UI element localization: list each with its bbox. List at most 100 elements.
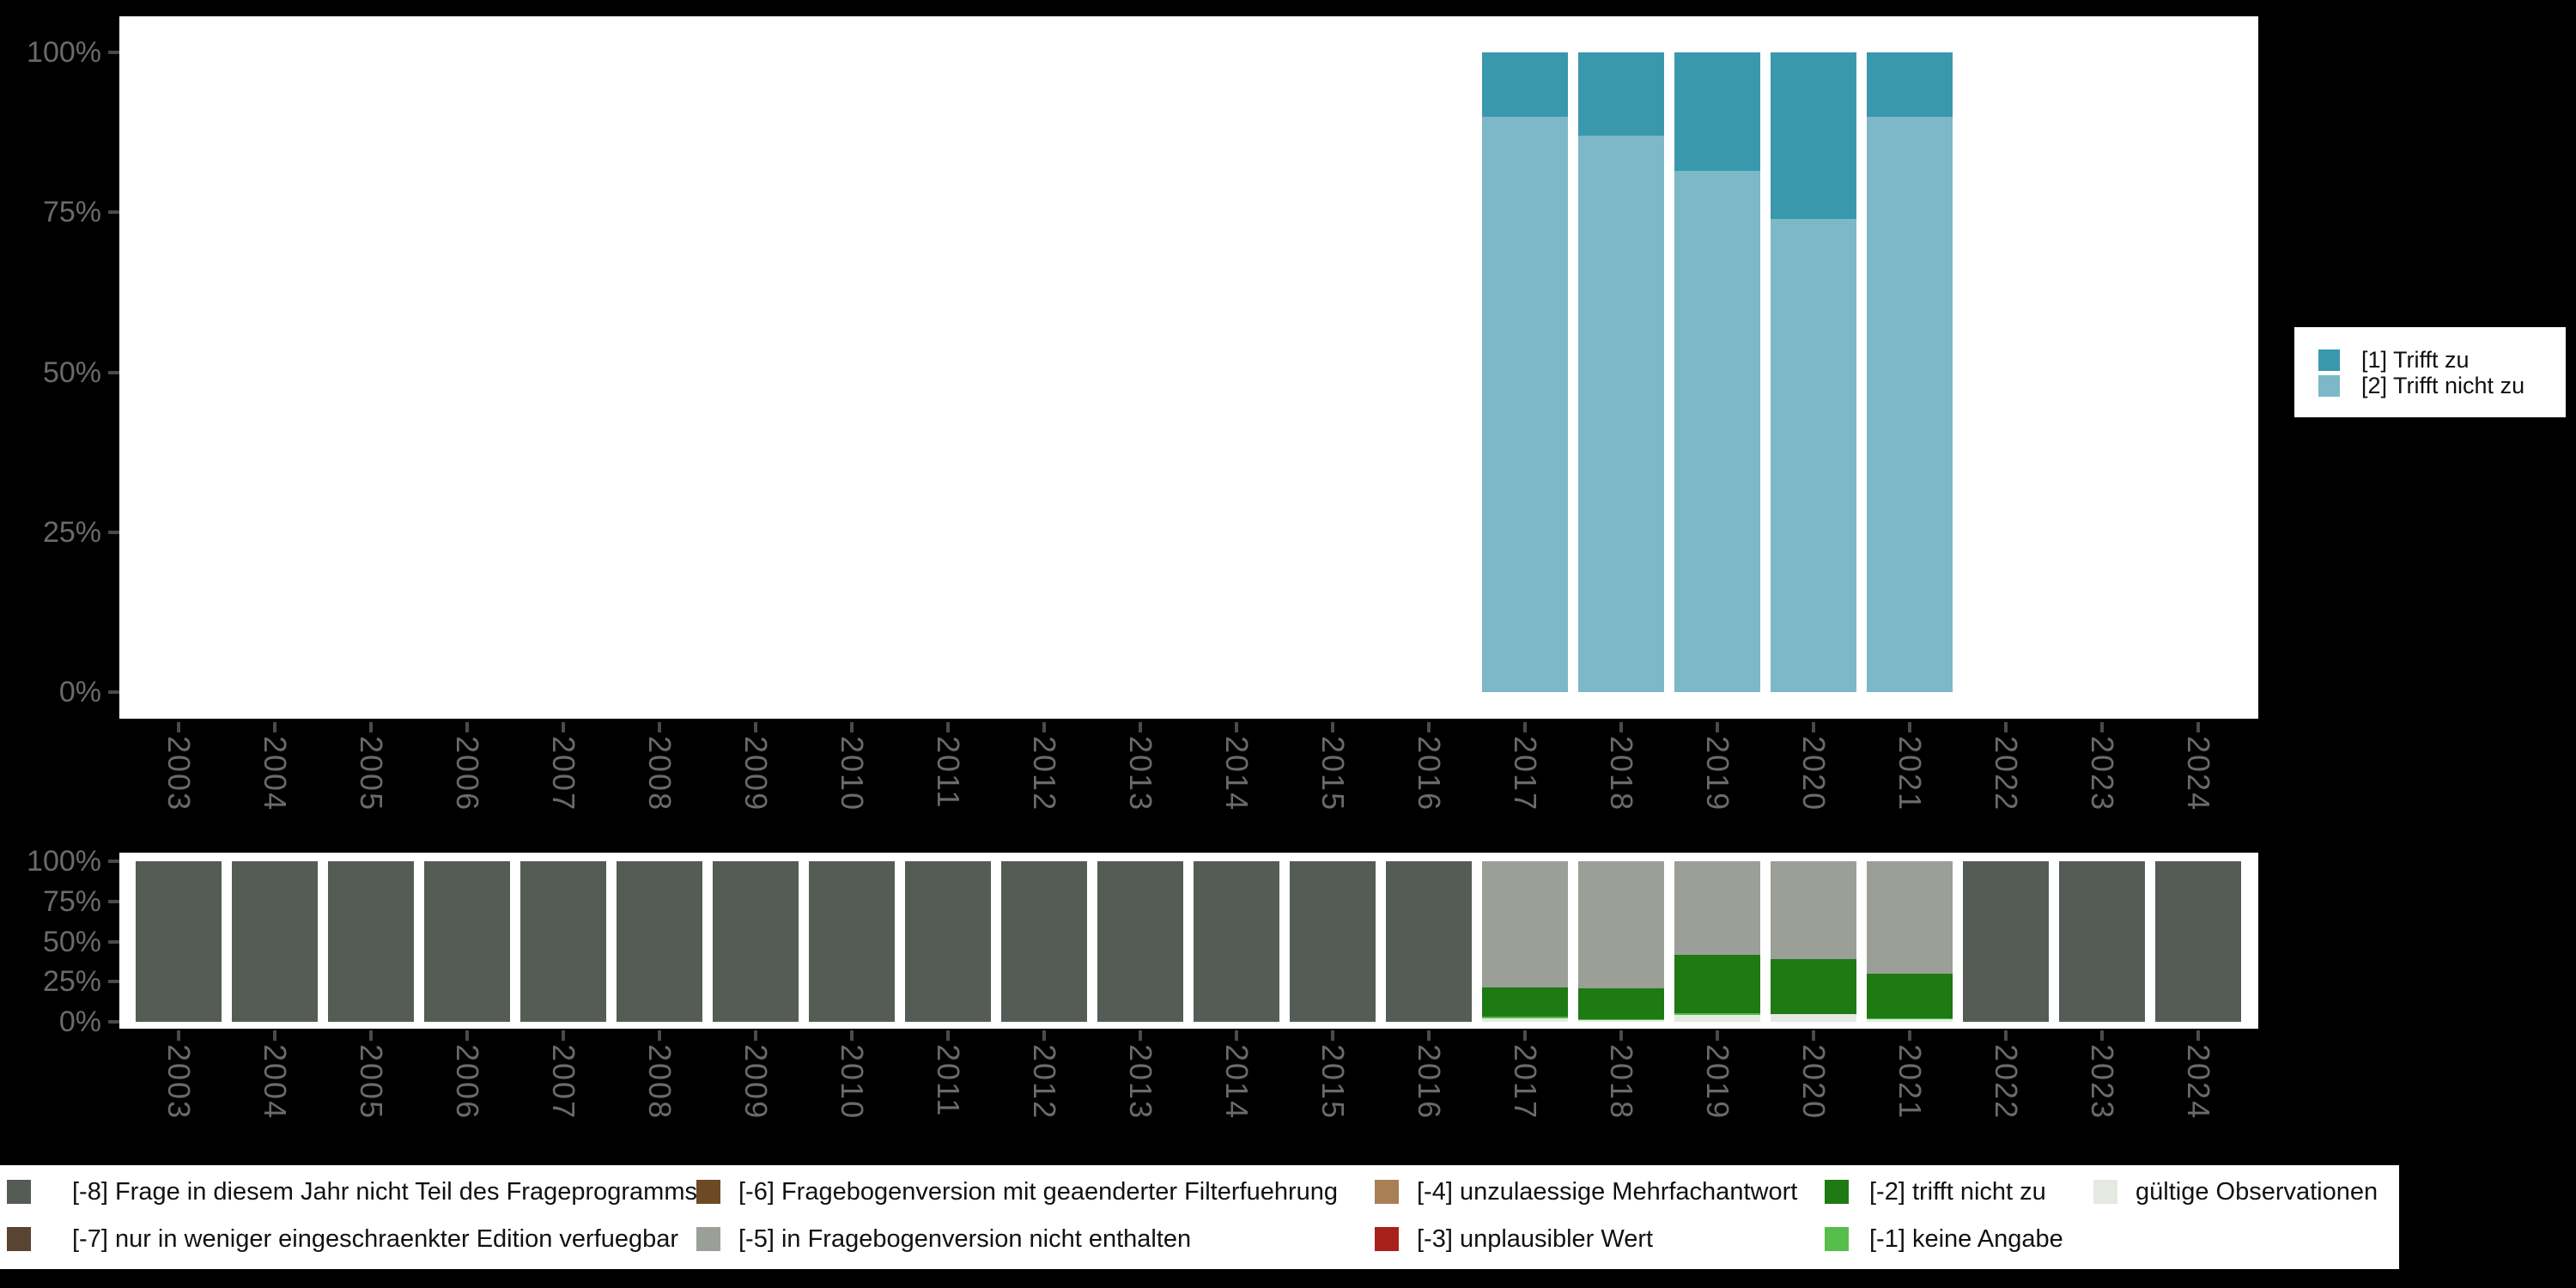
x-axis-tick xyxy=(465,1030,469,1041)
x-axis-year-label: 2013 xyxy=(1123,1044,1158,1121)
missing-code-label: [-2] trifft nicht zu xyxy=(1869,1178,2046,1206)
bar-segment xyxy=(1674,955,1760,1013)
x-axis-tick xyxy=(1523,722,1527,732)
x-axis-year-label: 2004 xyxy=(258,1044,293,1121)
x-axis-tick xyxy=(850,1030,854,1041)
x-axis-tick xyxy=(1427,722,1431,732)
x-axis-tick xyxy=(1042,722,1046,732)
x-axis-year-label: 2021 xyxy=(1893,736,1928,812)
x-axis-tick xyxy=(1427,1030,1431,1041)
x-axis-year-label: 2023 xyxy=(2085,1044,2120,1121)
bar-segment xyxy=(713,861,799,1022)
x-axis-tick xyxy=(1235,1030,1238,1041)
bar-segment xyxy=(1674,861,1760,956)
x-axis-tick xyxy=(1908,1030,1911,1041)
x-axis-tick xyxy=(562,722,565,732)
y-axis-tick-label: 100% xyxy=(27,36,101,69)
bar-segment xyxy=(1771,1013,1856,1022)
x-axis-year-label: 2019 xyxy=(1700,1044,1735,1121)
y-axis-tick xyxy=(108,860,119,863)
bar-segment xyxy=(1674,1012,1760,1015)
x-axis-tick xyxy=(1908,722,1911,732)
y-axis-tick xyxy=(108,1020,119,1024)
y-axis-tick xyxy=(108,51,119,54)
x-axis-tick xyxy=(562,1030,565,1041)
x-axis-year-label: 2020 xyxy=(1796,1044,1832,1121)
x-axis-year-label: 2022 xyxy=(1989,736,2024,812)
bar-segment xyxy=(1194,861,1279,1022)
bar-segment xyxy=(1674,1014,1760,1022)
bar-segment xyxy=(1771,52,1856,219)
x-axis-year-label: 2008 xyxy=(642,736,677,812)
x-axis-year-label: 2010 xyxy=(835,736,870,812)
x-axis-year-label: 2012 xyxy=(1027,1044,1062,1121)
bar-segment xyxy=(1867,973,1953,1019)
bar-segment xyxy=(1578,1020,1664,1022)
y-axis-tick xyxy=(108,899,119,903)
missing-codes-legend-band: [-8] Frage in diesem Jahr nicht Teil des… xyxy=(0,1165,2399,1269)
x-axis-tick xyxy=(1331,1030,1334,1041)
x-axis-year-label: 2015 xyxy=(1315,1044,1351,1121)
x-axis-tick xyxy=(2004,1030,2008,1041)
bar-segment xyxy=(1482,1018,1568,1022)
y-axis-tick-label: 50% xyxy=(42,355,101,389)
x-axis-year-label: 2015 xyxy=(1315,736,1351,812)
bar-segment xyxy=(1482,861,1568,987)
x-axis-year-label: 2005 xyxy=(354,736,389,812)
bar-segment xyxy=(1001,861,1087,1022)
x-axis-year-label: 2012 xyxy=(1027,736,1062,812)
x-axis-tick xyxy=(754,1030,757,1041)
y-axis-tick-label: 25% xyxy=(42,515,101,549)
missing-code-swatch xyxy=(2093,1180,2117,1204)
x-axis-tick xyxy=(658,1030,661,1041)
x-axis-year-label: 2007 xyxy=(546,736,581,812)
bar-segment xyxy=(136,861,222,1022)
x-axis-year-label: 2013 xyxy=(1123,736,1158,812)
bar-segment xyxy=(1578,1019,1664,1021)
x-axis-year-label: 2022 xyxy=(1989,1044,2024,1121)
y-axis-tick-label: 100% xyxy=(27,845,101,878)
bar-segment xyxy=(1482,987,1568,1018)
missing-code-label: [-1] keine Angabe xyxy=(1869,1225,2063,1253)
x-axis-tick xyxy=(1139,1030,1142,1041)
x-axis-tick xyxy=(273,722,276,732)
legend-label: [1] Trifft zu xyxy=(2361,347,2470,373)
missing-code-swatch xyxy=(696,1180,720,1204)
bar-segment xyxy=(232,861,318,1022)
bar-segment xyxy=(424,861,510,1022)
bar-segment xyxy=(1867,1018,1953,1020)
x-axis-year-label: 2007 xyxy=(546,1044,581,1121)
x-axis-tick xyxy=(1716,722,1719,732)
bar-segment xyxy=(905,861,991,1022)
x-axis-tick xyxy=(177,722,180,732)
bar-segment xyxy=(1771,959,1856,1014)
bar-segment xyxy=(2155,861,2241,1022)
x-axis-year-label: 2017 xyxy=(1508,736,1543,812)
bar-segment xyxy=(1771,861,1856,960)
y-axis-tick xyxy=(108,210,119,215)
x-axis-year-label: 2020 xyxy=(1796,736,1832,812)
missing-code-swatch xyxy=(7,1227,31,1251)
x-axis-year-label: 2016 xyxy=(1412,1044,1447,1121)
x-axis-tick xyxy=(369,1030,373,1041)
x-axis-tick xyxy=(1042,1030,1046,1041)
x-axis-tick xyxy=(946,1030,950,1041)
x-axis-tick xyxy=(369,722,373,732)
x-axis-tick xyxy=(273,1030,276,1041)
bar-segment xyxy=(1386,861,1472,1022)
missing-code-label: gültige Observationen xyxy=(2136,1178,2379,1206)
y-axis-tick-label: 25% xyxy=(42,965,101,999)
x-axis-year-label: 2014 xyxy=(1219,1044,1255,1121)
legend-label: [2] Trifft nicht zu xyxy=(2361,373,2525,398)
x-axis-year-label: 2008 xyxy=(642,1044,677,1121)
bar-segment xyxy=(2059,861,2145,1022)
x-axis-tick xyxy=(2004,722,2008,732)
missing-code-label: [-3] unplausibler Wert xyxy=(1417,1225,1654,1253)
bar-segment xyxy=(1578,987,1664,1020)
x-axis-year-label: 2006 xyxy=(450,1044,485,1121)
x-axis-tick xyxy=(2196,1030,2200,1041)
x-axis-tick xyxy=(1812,1030,1815,1041)
x-axis-year-label: 2021 xyxy=(1893,1044,1928,1121)
missing-code-swatch xyxy=(1375,1227,1399,1251)
missing-code-swatch xyxy=(1825,1180,1849,1204)
